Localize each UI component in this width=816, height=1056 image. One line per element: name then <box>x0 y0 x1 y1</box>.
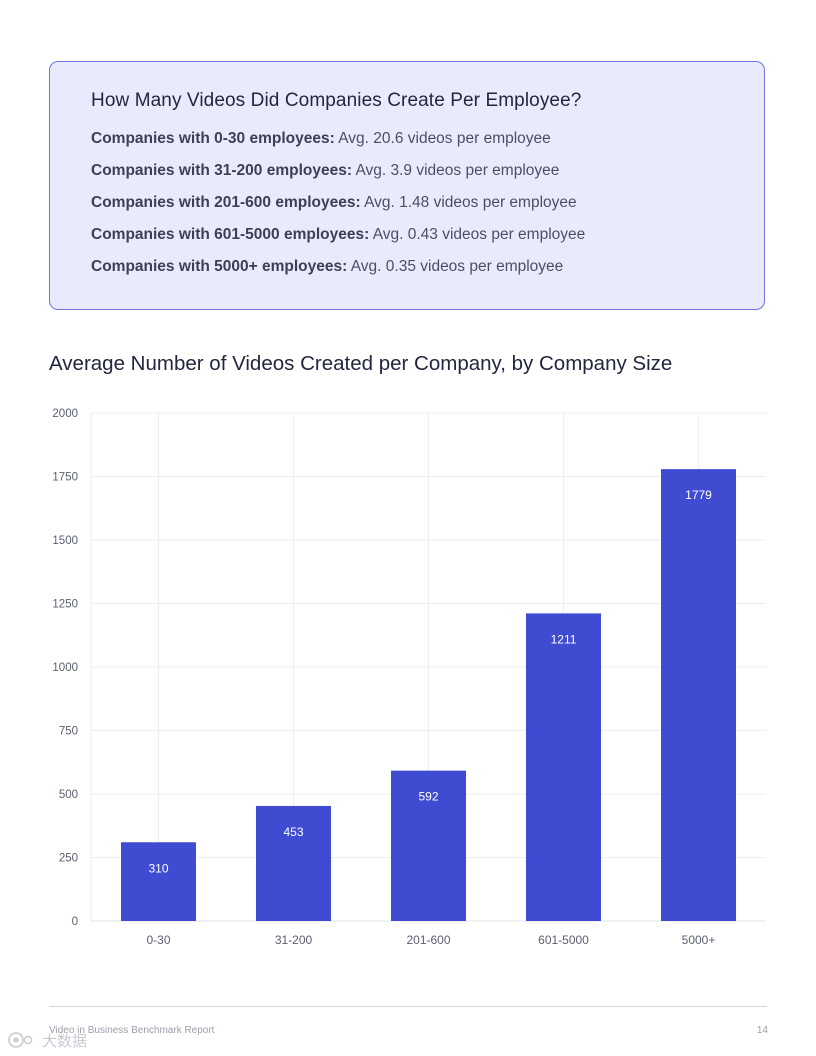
bar-201-600 <box>391 770 466 921</box>
y-tick-label: 2000 <box>52 408 78 420</box>
x-tick-label: 31-200 <box>275 933 313 947</box>
bar-0-30 <box>121 842 196 921</box>
bar-value-label: 592 <box>418 790 438 804</box>
callout-row-label: Companies with 31-200 employees: <box>91 162 353 179</box>
callout-row: Companies with 0-30 employees: Avg. 20.6… <box>91 128 764 160</box>
y-tick-label: 500 <box>59 789 78 801</box>
callout-row-label: Companies with 201-600 employees: <box>91 194 361 211</box>
x-tick-label: 0-30 <box>146 933 170 947</box>
bar-5000+ <box>661 469 736 921</box>
footer-report-name: Video in Business Benchmark Report <box>49 1025 215 1036</box>
callout-box: How Many Videos Did Companies Create Per… <box>49 61 765 310</box>
y-tick-label: 250 <box>59 853 78 865</box>
x-tick-label: 601-5000 <box>538 933 589 947</box>
x-tick-label: 201-600 <box>406 933 450 947</box>
callout-title: How Many Videos Did Companies Create Per… <box>91 90 582 111</box>
callout-row-value: Avg. 0.35 videos per employee <box>350 258 564 275</box>
bar-31-200 <box>256 805 331 921</box>
callout-row: Companies with 601-5000 employees: Avg. … <box>91 224 764 256</box>
callout-row-label: Companies with 0-30 employees: <box>91 130 335 147</box>
footer-page-number: 14 <box>756 1025 768 1036</box>
watermark-text: 大数据 <box>42 1032 87 1050</box>
callout-row-value: Avg. 3.9 videos per employee <box>355 162 560 179</box>
callout-row-value: Avg. 1.48 videos per employee <box>364 194 577 211</box>
callout-row-value: Avg. 20.6 videos per employee <box>338 130 551 147</box>
bar-value-label: 310 <box>148 861 168 875</box>
bar-value-label: 1211 <box>551 632 577 646</box>
callout-row: Companies with 5000+ employees: Avg. 0.3… <box>91 256 764 288</box>
footer-divider <box>49 1006 767 1007</box>
callout-row-value: Avg. 0.43 videos per employee <box>372 226 586 243</box>
bar-value-label: 453 <box>283 825 303 839</box>
callout-row-label: Companies with 601-5000 employees: <box>91 226 370 243</box>
y-tick-label: 1250 <box>52 599 78 611</box>
callout-row-label: Companies with 5000+ employees: <box>91 258 348 275</box>
callout-row: Companies with 201-600 employees: Avg. 1… <box>91 192 764 224</box>
y-tick-label: 750 <box>59 726 78 738</box>
y-tick-label: 1750 <box>52 472 78 484</box>
y-tick-label: 1500 <box>52 535 78 547</box>
y-tick-label: 0 <box>72 916 78 928</box>
x-tick-label: 5000+ <box>682 933 716 947</box>
bar-value-label: 1779 <box>685 488 712 502</box>
watermark-logo-icon: 大数据 <box>8 1032 87 1050</box>
chart-title: Average Number of Videos Created per Com… <box>49 352 673 375</box>
bar-chart: 0 250 500 750 1000 1250 1500 1750 2000 310 0-30 453… <box>52 408 766 947</box>
y-tick-label: 1000 <box>52 662 78 674</box>
bar-601-5000 <box>526 613 601 921</box>
callout-row: Companies with 31-200 employees: Avg. 3.… <box>91 160 764 192</box>
